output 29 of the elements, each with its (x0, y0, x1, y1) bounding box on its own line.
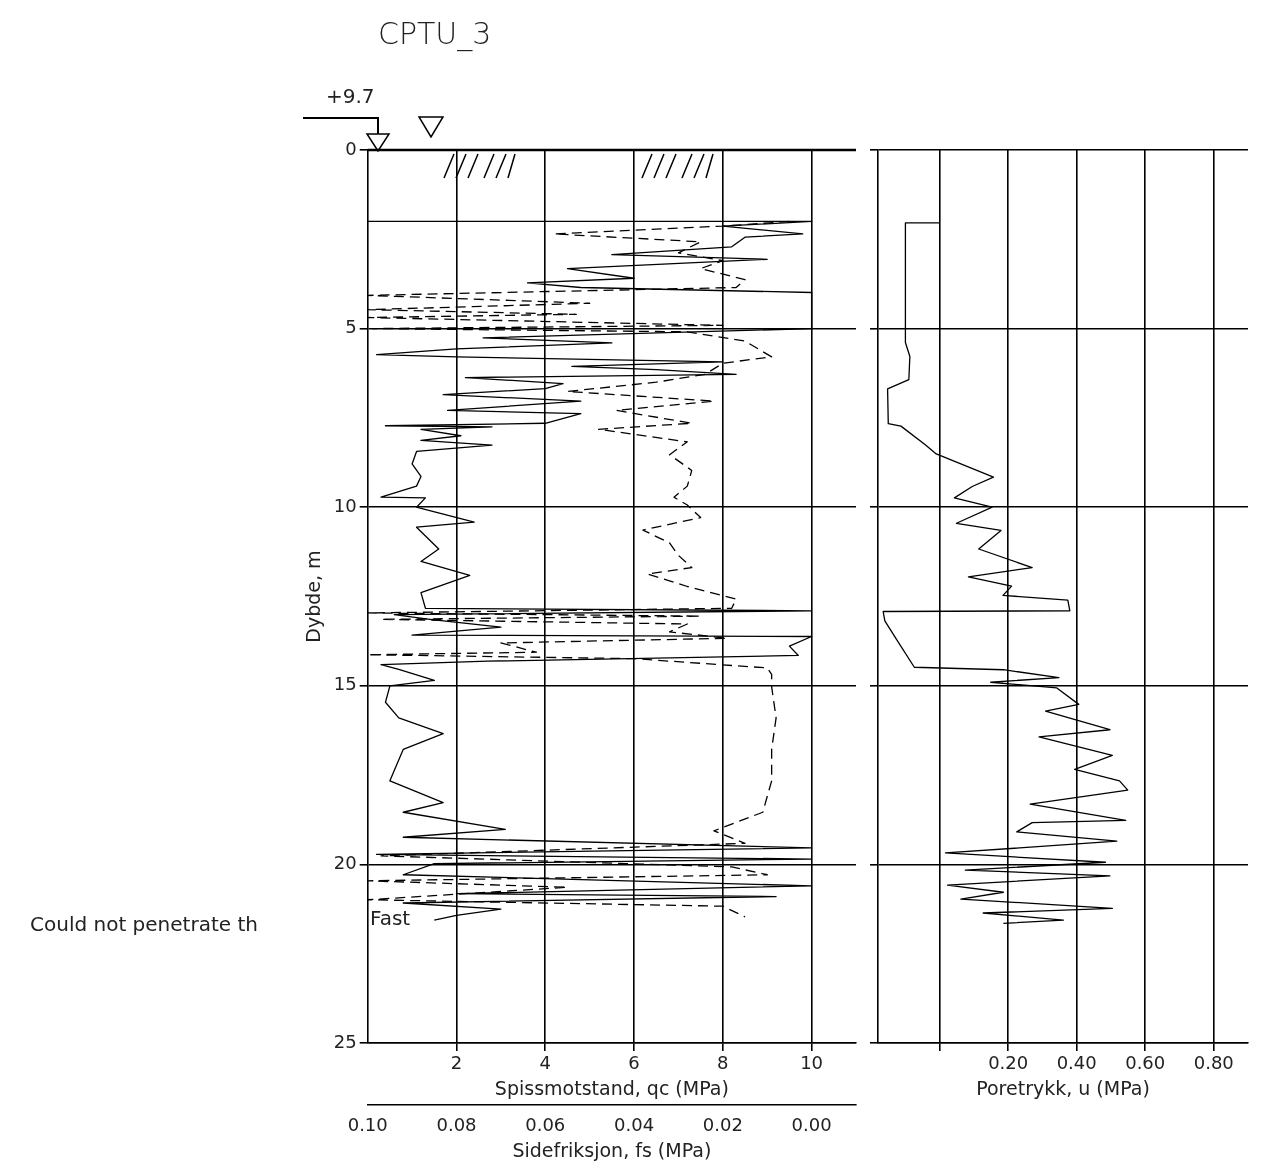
x-tick-label: 0.80 (1193, 1052, 1234, 1074)
y-tick-label: 0 (345, 137, 357, 159)
x2-axis-title: Sidefriksjon, fs (MPa) (512, 1138, 712, 1161)
y-axis-title: Dybde, m (302, 550, 325, 643)
y-tick-label: 15 (333, 673, 357, 695)
y-tick-label: 25 (333, 1030, 357, 1052)
x-axis-title: Spissmotstand, qc (MPa) (494, 1076, 729, 1099)
annotation: Fast (370, 906, 411, 930)
x-axis-title: Poretrykk, u (MPa) (976, 1076, 1150, 1099)
x-tick-label: 2 (450, 1052, 463, 1074)
x2-tick-label: 0.06 (525, 1114, 566, 1136)
chart-title: CPTU_3 (378, 16, 492, 51)
y-tick-label: 20 (333, 852, 357, 874)
x-tick-label: 6 (628, 1052, 640, 1074)
x-tick-label: 4 (539, 1052, 551, 1074)
x-tick-label: 0.40 (1056, 1052, 1097, 1074)
x-tick-label: 10 (800, 1052, 824, 1074)
y-tick-label: 10 (333, 494, 357, 516)
x2-tick-label: 0.08 (436, 1114, 477, 1136)
x2-tick-label: 0.04 (614, 1114, 655, 1136)
x2-tick-label: 0.02 (702, 1114, 743, 1136)
x2-tick-label: 0.00 (791, 1114, 832, 1136)
x-tick-label: 0.60 (1125, 1052, 1166, 1074)
x-tick-label: 8 (717, 1052, 729, 1074)
text: Could not penetrate th (30, 912, 258, 936)
text: +9.7 (326, 84, 375, 108)
x-tick-label: 0.20 (988, 1052, 1029, 1074)
x2-tick-label: 0.10 (347, 1114, 388, 1136)
y-tick-label: 5 (345, 316, 357, 338)
